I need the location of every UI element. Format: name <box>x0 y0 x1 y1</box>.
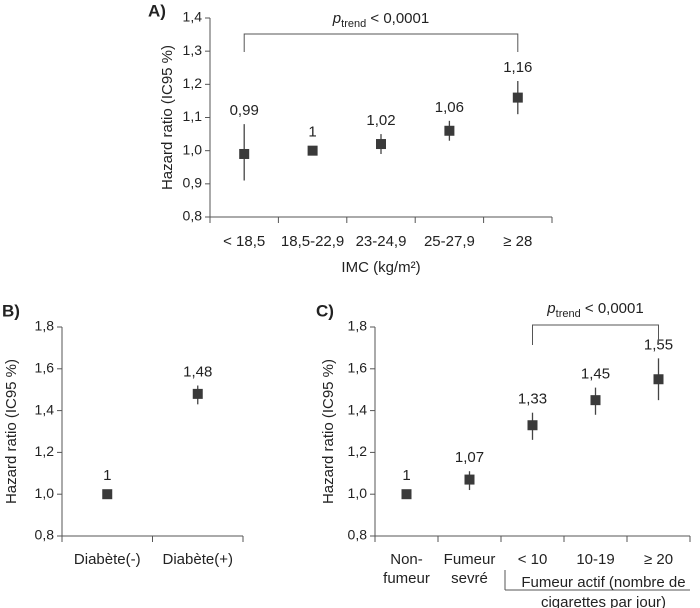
y-tick-label-C: 0,8 <box>348 527 368 543</box>
y-axis-label-C: Hazard ratio (IC95 %) <box>320 359 337 504</box>
y-tick-label-B: 1,0 <box>35 485 55 501</box>
x-category-label-C: ≥ 20 <box>644 551 673 568</box>
y-tick-label-A: 0,8 <box>183 208 203 224</box>
y-axis-label-B: Hazard ratio (IC95 %) <box>3 359 20 504</box>
data-point-C <box>590 395 601 406</box>
y-tick-label-A: 0,9 <box>183 175 203 191</box>
y-tick-label-B: 1,6 <box>35 360 55 376</box>
value-label-A: 1,02 <box>366 112 395 129</box>
x-axis-label-A: IMC (kg/m²) <box>341 259 420 276</box>
data-point-C <box>464 474 475 485</box>
ptrend-bracket-C <box>532 324 659 345</box>
data-point-A <box>512 92 523 103</box>
data-point-A <box>239 148 250 159</box>
x-category-label-A: ≥ 28 <box>503 233 532 250</box>
x-category-label-B: Diabète(+) <box>163 551 233 568</box>
value-label-A: 1 <box>308 124 316 141</box>
data-point-B <box>102 489 113 500</box>
group-label-C: cigarettes par jour) <box>541 594 666 608</box>
y-tick-label-A: 1,0 <box>183 141 203 157</box>
ptrend-bracket-A <box>243 33 519 52</box>
ptrend-label-C: ptrend < 0,0001 <box>546 300 643 320</box>
value-label-B: 1 <box>103 467 111 484</box>
value-label-C: 1,45 <box>581 366 610 383</box>
value-label-A: 1,06 <box>435 99 464 116</box>
value-label-C: 1 <box>402 467 410 484</box>
value-label-C: 1,33 <box>518 391 547 408</box>
y-axis-label-A: Hazard ratio (IC95 %) <box>159 45 176 190</box>
y-tick-label-B: 0,8 <box>35 527 55 543</box>
x-category-label-B: Diabète(-) <box>74 551 141 568</box>
data-point-C <box>527 420 538 431</box>
data-point-C <box>653 374 664 385</box>
y-tick-label-B: 1,2 <box>35 443 55 459</box>
y-tick-label-C: 1,2 <box>348 443 368 459</box>
value-label-C: 1,07 <box>455 449 484 466</box>
y-tick-label-C: 1,6 <box>348 360 368 376</box>
x-category-label-C: sevré <box>451 570 488 587</box>
x-category-label-A: 25-27,9 <box>424 233 475 250</box>
y-tick-label-A: 1,4 <box>183 9 203 25</box>
data-point-A <box>307 145 318 156</box>
x-category-label-C: 10-19 <box>576 551 614 568</box>
y-tick-label-A: 1,2 <box>183 75 203 91</box>
y-tick-label-B: 1,8 <box>35 318 55 334</box>
x-category-label-A: 23-24,9 <box>356 233 407 250</box>
panel-label-C: C) <box>316 301 334 320</box>
data-point-B <box>192 388 203 399</box>
data-point-A <box>376 139 386 150</box>
y-tick-label-A: 1,3 <box>183 42 203 58</box>
y-tick-label-C: 1,4 <box>348 401 368 417</box>
x-category-label-A: < 18,5 <box>223 233 265 250</box>
x-category-label-C: Fumeur <box>444 551 496 568</box>
value-label-A: 0,99 <box>230 102 259 119</box>
x-category-label-A: 18,5-22,9 <box>281 233 344 250</box>
data-point-C <box>401 489 412 500</box>
panel-label-B: B) <box>2 301 20 320</box>
panel-label-A: A) <box>148 1 166 20</box>
x-category-label-C: fumeur <box>383 570 430 587</box>
y-tick-label-B: 1,4 <box>35 401 55 417</box>
group-label-C: Fumeur actif (nombre de <box>521 574 685 591</box>
y-tick-label-C: 1,8 <box>348 318 368 334</box>
y-tick-label-A: 1,1 <box>183 108 203 124</box>
x-category-label-C: Non- <box>390 551 423 568</box>
value-label-A: 1,16 <box>503 59 532 76</box>
y-tick-label-C: 1,0 <box>348 485 368 501</box>
value-label-B: 1,48 <box>183 364 212 381</box>
data-point-A <box>444 125 455 136</box>
x-category-label-C: < 10 <box>518 551 548 568</box>
ptrend-label-A: ptrend < 0,0001 <box>332 10 429 30</box>
